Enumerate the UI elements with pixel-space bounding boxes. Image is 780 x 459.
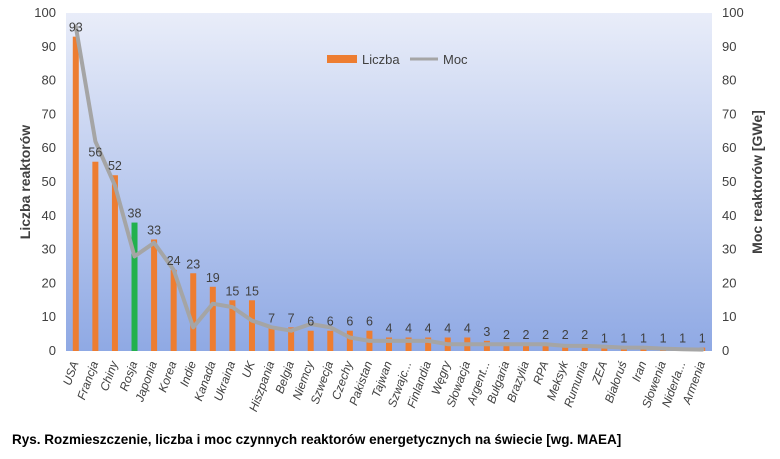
- y2-tick-label: 50: [722, 174, 736, 189]
- bar-tajwan: [386, 337, 392, 351]
- bar-hiszpania: [268, 327, 275, 351]
- y-tick-label: 80: [42, 73, 56, 88]
- y2-tick-label: 20: [722, 275, 736, 290]
- bar-brazylia: [523, 344, 530, 351]
- data-label: 1: [620, 332, 627, 346]
- bar-bułgaria: [503, 344, 510, 351]
- y2-tick-label: 100: [722, 5, 744, 20]
- data-label: 6: [327, 315, 334, 329]
- legend: Liczba Moc: [327, 52, 468, 67]
- y-tick-label: 60: [42, 140, 56, 155]
- y-tick-label: 0: [49, 343, 56, 358]
- legend-moc-label: Moc: [443, 52, 468, 67]
- bar-zea: [601, 347, 608, 351]
- data-label: 1: [699, 332, 706, 346]
- data-label: 4: [464, 321, 471, 335]
- moc-line: [73, 24, 705, 352]
- category-label: UK: [239, 358, 258, 379]
- y-tick-label: 100: [34, 5, 56, 20]
- bar-ukraina: [229, 300, 236, 351]
- y-tick-label: 70: [42, 106, 56, 121]
- data-label: 1: [660, 332, 667, 346]
- data-label: 7: [288, 311, 295, 325]
- data-label: 6: [346, 315, 353, 329]
- bar-chiny: [111, 175, 118, 351]
- data-label: 3: [483, 325, 490, 339]
- data-label: 2: [562, 328, 569, 342]
- figure-caption: Rys. Rozmieszczenie, liczba i moc czynny…: [12, 432, 622, 447]
- y2-tick-label: 70: [722, 106, 736, 121]
- data-label: 1: [601, 332, 608, 346]
- y-tick-label: 10: [42, 309, 56, 324]
- data-label: 2: [503, 328, 510, 342]
- data-label: 93: [69, 21, 83, 35]
- data-label: 52: [108, 159, 122, 173]
- y2-tick-label: 60: [722, 140, 736, 155]
- data-label: 23: [186, 257, 200, 271]
- moc-line-series: [73, 24, 705, 352]
- y-tick-label: 20: [42, 275, 56, 290]
- data-label: 15: [245, 284, 259, 298]
- bar-japonia: [151, 239, 158, 351]
- y-tick-label: 30: [42, 242, 56, 257]
- data-label: 15: [225, 284, 239, 298]
- bar-uk: [248, 300, 255, 351]
- legend-liczba-swatch: [327, 55, 357, 63]
- data-label: 4: [386, 321, 393, 335]
- data-label: 24: [167, 254, 181, 268]
- y-tick-label: 50: [42, 174, 56, 189]
- data-label: 38: [128, 207, 142, 221]
- data-label: 4: [425, 321, 432, 335]
- bar-szwecja: [327, 330, 334, 351]
- data-label: 56: [88, 146, 102, 160]
- y2-tick-label: 10: [722, 309, 736, 324]
- y2-axis-title: Moc reaktorów [GWe]: [749, 110, 765, 254]
- bar-francja: [92, 161, 99, 351]
- y2-tick-label: 40: [722, 208, 736, 223]
- y2-tick-label: 30: [722, 242, 736, 257]
- data-label: 2: [523, 328, 530, 342]
- data-label: 1: [679, 332, 686, 346]
- y-tick-label: 90: [42, 39, 56, 54]
- chart: 0 10 20 30 40 50 60 70 80 90 100 0 10 20 30 40 50 60 70 80 9…: [17, 5, 765, 414]
- bar-finlandia: [425, 337, 432, 351]
- data-label: 4: [405, 321, 412, 335]
- bar-korea: [170, 269, 177, 351]
- data-label: 7: [268, 311, 275, 325]
- bar-indie: [190, 273, 197, 351]
- data-label: 6: [366, 315, 373, 329]
- data-label: 2: [581, 328, 588, 342]
- data-label: 2: [542, 328, 549, 342]
- y-tick-label: 40: [42, 208, 56, 223]
- data-label: 19: [206, 271, 220, 285]
- data-label: 6: [307, 315, 314, 329]
- category-label: Iran: [629, 359, 649, 384]
- bar-czechy: [346, 330, 353, 351]
- data-label: 1: [640, 332, 647, 346]
- bar-belgia: [288, 327, 295, 351]
- category-label: ZEA: [589, 359, 610, 387]
- bar-niemcy: [307, 330, 314, 351]
- legend-liczba-label: Liczba: [362, 52, 400, 67]
- category-label: RPA: [530, 359, 551, 386]
- y2-tick-label: 0: [722, 343, 729, 358]
- bar-rpa: [542, 344, 549, 351]
- y-axis-title: Liczba reaktorów: [17, 125, 33, 239]
- bar-usa: [72, 36, 79, 351]
- bar-szwajc: [405, 337, 412, 351]
- y2-tick-label: 80: [722, 73, 736, 88]
- bar-rosja: [131, 222, 138, 351]
- data-label: 4: [444, 321, 451, 335]
- y-ticks: 0 10 20 30 40 50 60 70 80 90 100 0 10 20 30 40 50 60 70 80 9…: [34, 5, 743, 358]
- bars: [72, 36, 706, 351]
- bar-kanada: [209, 286, 216, 351]
- y2-tick-label: 90: [722, 39, 736, 54]
- data-label: 33: [147, 223, 161, 237]
- category-labels: USAFrancjaChinyRosjaJaponiaKoreaIndieKan…: [60, 358, 708, 413]
